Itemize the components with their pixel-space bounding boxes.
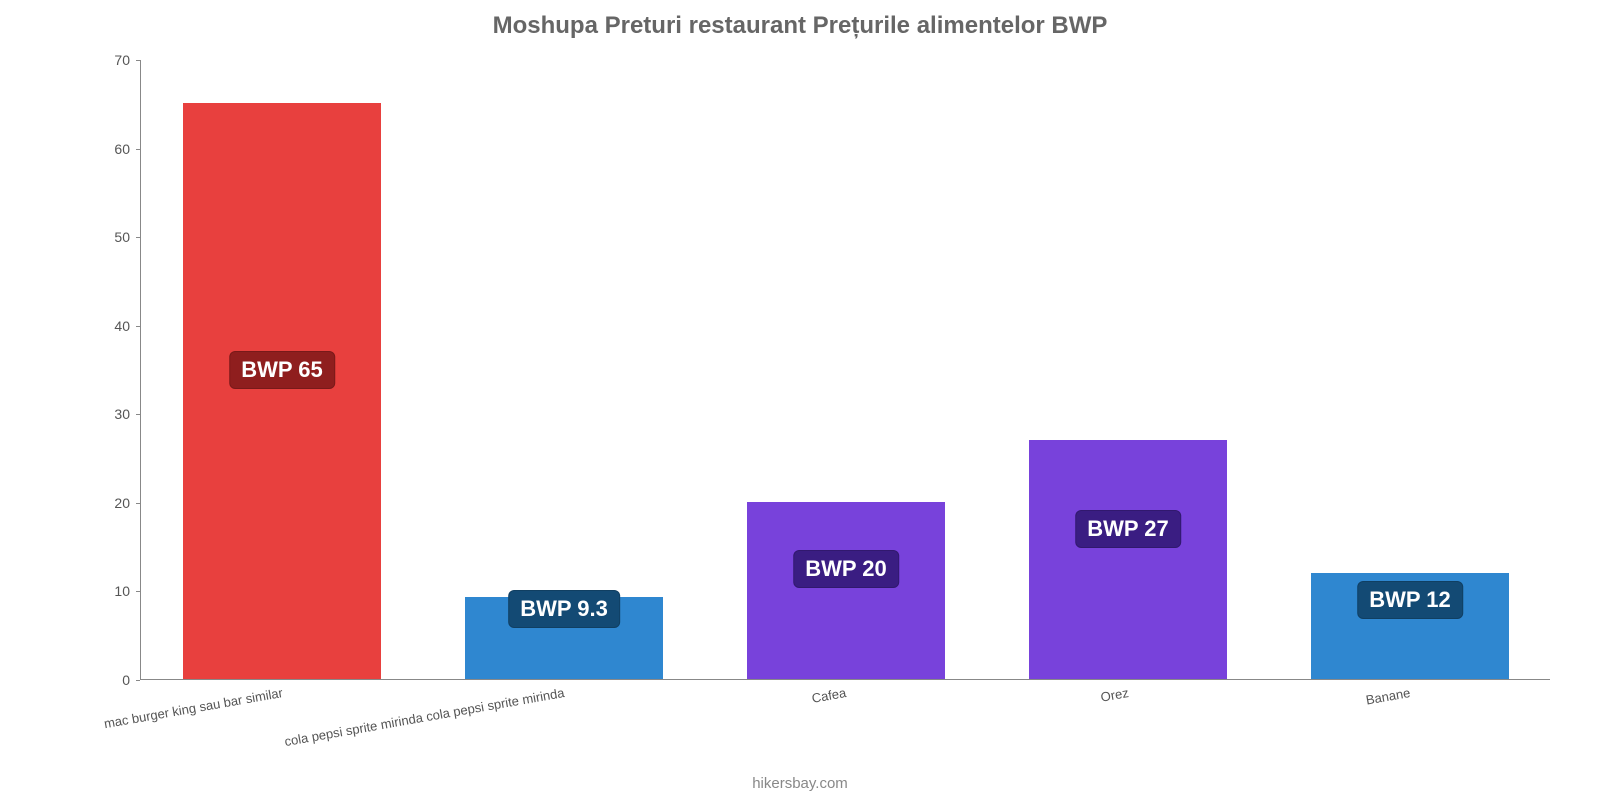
bar-value-badge: BWP 9.3 xyxy=(508,590,620,628)
bar-value-badge: BWP 27 xyxy=(1075,510,1181,548)
y-tick-label: 60 xyxy=(100,141,130,157)
bar xyxy=(1029,440,1226,679)
y-tick-label: 20 xyxy=(100,495,130,511)
y-tick-mark xyxy=(136,237,140,238)
x-category-label: cola pepsi sprite mirinda cola pepsi spr… xyxy=(283,685,565,749)
y-tick-mark xyxy=(136,60,140,61)
y-tick-mark xyxy=(136,591,140,592)
plot-area: BWP 65 BWP 9.3 BWP 20 BWP 27 BWP 12 xyxy=(140,60,1550,680)
x-category-label: Orez xyxy=(1099,685,1129,705)
bar xyxy=(747,502,944,679)
y-tick-label: 50 xyxy=(100,229,130,245)
y-tick-label: 40 xyxy=(100,318,130,334)
y-tick-label: 70 xyxy=(100,52,130,68)
y-tick-mark xyxy=(136,680,140,681)
bar-value-badge: BWP 20 xyxy=(793,550,899,588)
y-tick-mark xyxy=(136,326,140,327)
chart-container: BWP 65 BWP 9.3 BWP 20 BWP 27 BWP 12 0 10 20 30 4… xyxy=(100,60,1550,710)
y-tick-mark xyxy=(136,149,140,150)
bar-value-badge: BWP 65 xyxy=(229,351,335,389)
y-tick-label: 30 xyxy=(100,406,130,422)
x-category-label: Cafea xyxy=(811,685,848,706)
y-tick-label: 0 xyxy=(100,672,130,688)
bar-value-badge: BWP 12 xyxy=(1357,581,1463,619)
chart-title: Moshupa Preturi restaurant Prețurile ali… xyxy=(0,0,1600,40)
y-tick-label: 10 xyxy=(100,583,130,599)
y-tick-mark xyxy=(136,414,140,415)
x-category-label: Banane xyxy=(1365,685,1412,708)
x-category-label: mac burger king sau bar similar xyxy=(102,685,283,731)
y-tick-mark xyxy=(136,503,140,504)
attribution-text: hikersbay.com xyxy=(0,775,1600,792)
bar xyxy=(183,103,380,679)
